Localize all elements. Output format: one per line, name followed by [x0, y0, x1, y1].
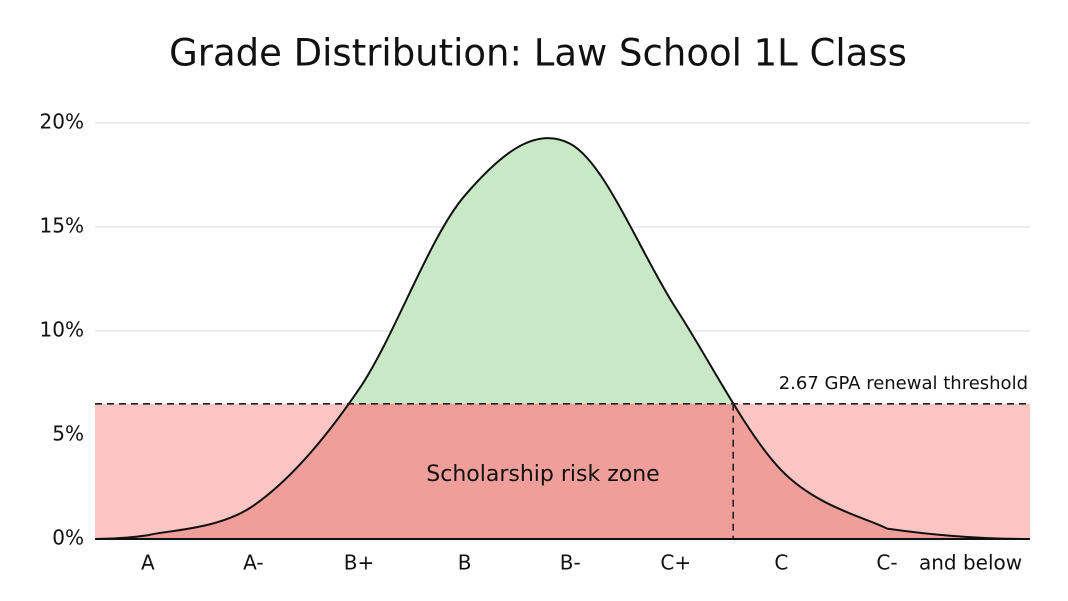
zone-label: Scholarship risk zone	[426, 462, 659, 487]
risk-overlap	[95, 403, 1030, 539]
x-tick-label: C	[774, 551, 788, 575]
y-tick-label: 5%	[52, 422, 84, 446]
y-tick-label: 10%	[40, 318, 84, 342]
y-tick-label: 15%	[40, 214, 84, 238]
x-tick-label: C-	[876, 551, 897, 575]
curve-line	[147, 137, 888, 537]
chart-title: Grade Distribution: Law School 1L Class	[169, 32, 907, 75]
y-tick-label: 0%	[52, 526, 84, 550]
y-tick-label: 20%	[40, 110, 84, 134]
x-tick-label: A-	[243, 551, 263, 575]
x-tick-label: A	[141, 551, 155, 575]
x-tick-label: B-	[560, 551, 581, 575]
x-tick-label: C+	[660, 551, 691, 575]
x-tick-label: B+	[344, 551, 374, 575]
threshold-label: 2.67 GPA renewal threshold	[779, 373, 1028, 394]
x-tick-label: and below	[919, 551, 1022, 575]
plot-area	[94, 137, 1031, 540]
x-tick-label: B	[458, 551, 472, 575]
